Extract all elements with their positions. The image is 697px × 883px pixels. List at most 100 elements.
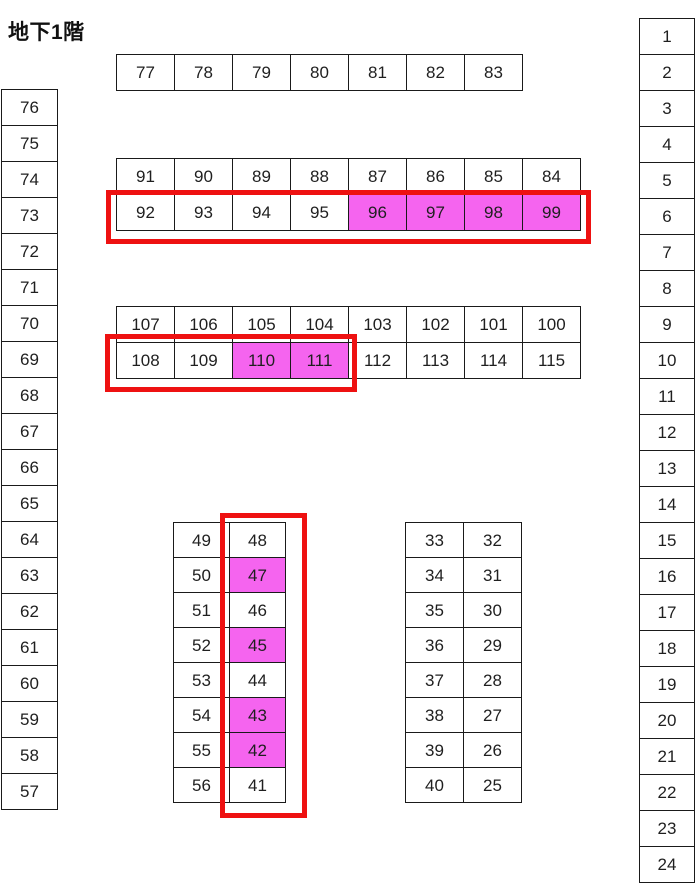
space-cell-111: 111 [291, 343, 349, 379]
space-cell-84: 84 [523, 159, 581, 195]
space-cell-34: 34 [406, 558, 464, 593]
space-cell-43: 43 [230, 698, 286, 733]
space-cell-51: 51 [174, 593, 230, 628]
space-cell-79: 79 [233, 55, 291, 91]
space-cell-61: 61 [2, 630, 58, 666]
space-cell-115: 115 [523, 343, 581, 379]
space-cell-74: 74 [2, 162, 58, 198]
space-cell-28: 28 [464, 663, 522, 698]
space-cell-37: 37 [406, 663, 464, 698]
upper-block-spaces: 91 90 89 88 87 86 85 84 92 93 94 95 96 97 98 99 [116, 158, 581, 231]
space-cell-18: 18 [640, 631, 695, 667]
space-cell-13: 13 [640, 451, 695, 487]
space-cell-69: 69 [2, 342, 58, 378]
space-cell-98: 98 [465, 195, 523, 231]
space-cell-93: 93 [175, 195, 233, 231]
space-cell-64: 64 [2, 522, 58, 558]
space-cell-109: 109 [175, 343, 233, 379]
space-cell-21: 21 [640, 739, 695, 775]
space-cell-102: 102 [407, 307, 465, 343]
bottom-right-block-spaces: 33 34 35 36 37 38 39 40 32 31 30 29 28 27 26 25 [405, 522, 522, 803]
space-cell-83: 83 [465, 55, 523, 91]
space-cell-24: 24 [640, 847, 695, 883]
space-cell-60: 60 [2, 666, 58, 702]
space-cell-57: 57 [2, 774, 58, 810]
space-cell-2: 2 [640, 55, 695, 91]
space-cell-52: 52 [174, 628, 230, 663]
space-cell-103: 103 [349, 307, 407, 343]
space-cell-7: 7 [640, 235, 695, 271]
space-cell-96: 96 [349, 195, 407, 231]
space-cell-50: 50 [174, 558, 230, 593]
space-cell-85: 85 [465, 159, 523, 195]
space-cell-89: 89 [233, 159, 291, 195]
right-column-spaces: 1 2 3 4 5 6 7 8 9 10 11 12 13 14 15 16 17 18 19 20 21 22 23 24 [639, 18, 695, 883]
space-cell-14: 14 [640, 487, 695, 523]
space-cell-59: 59 [2, 702, 58, 738]
floor-title: 地下1階 [8, 21, 85, 44]
space-cell-73: 73 [2, 198, 58, 234]
space-cell-56: 56 [174, 768, 230, 803]
space-cell-72: 72 [2, 234, 58, 270]
space-cell-78: 78 [175, 55, 233, 91]
space-cell-106: 106 [175, 307, 233, 343]
space-cell-113: 113 [407, 343, 465, 379]
space-cell-9: 9 [640, 307, 695, 343]
space-cell-46: 46 [230, 593, 286, 628]
space-cell-38: 38 [406, 698, 464, 733]
space-cell-100: 100 [523, 307, 581, 343]
space-cell-26: 26 [464, 733, 522, 768]
space-cell-17: 17 [640, 595, 695, 631]
space-cell-114: 114 [465, 343, 523, 379]
space-cell-40: 40 [406, 768, 464, 803]
space-cell-41: 41 [230, 768, 286, 803]
space-cell-71: 71 [2, 270, 58, 306]
space-cell-35: 35 [406, 593, 464, 628]
space-cell-81: 81 [349, 55, 407, 91]
space-cell-87: 87 [349, 159, 407, 195]
space-cell-77: 77 [117, 55, 175, 91]
space-cell-86: 86 [407, 159, 465, 195]
space-cell-97: 97 [407, 195, 465, 231]
space-cell-6: 6 [640, 199, 695, 235]
space-cell-95: 95 [291, 195, 349, 231]
space-cell-25: 25 [464, 768, 522, 803]
space-cell-27: 27 [464, 698, 522, 733]
space-cell-63: 63 [2, 558, 58, 594]
space-cell-104: 104 [291, 307, 349, 343]
space-cell-32: 32 [464, 523, 522, 558]
space-cell-20: 20 [640, 703, 695, 739]
space-cell-70: 70 [2, 306, 58, 342]
space-cell-1: 1 [640, 19, 695, 55]
space-cell-67: 67 [2, 414, 58, 450]
left-column-spaces: 76 75 74 73 72 71 70 69 68 67 66 65 64 63 62 61 60 59 58 57 [1, 89, 58, 810]
space-cell-80: 80 [291, 55, 349, 91]
space-cell-90: 90 [175, 159, 233, 195]
space-cell-58: 58 [2, 738, 58, 774]
space-cell-94: 94 [233, 195, 291, 231]
space-cell-4: 4 [640, 127, 695, 163]
space-cell-45: 45 [230, 628, 286, 663]
space-cell-29: 29 [464, 628, 522, 663]
space-cell-68: 68 [2, 378, 58, 414]
middle-block-spaces: 107 106 105 104 103 102 101 100 108 109 110 111 112 1… [116, 306, 581, 379]
space-cell-108: 108 [117, 343, 175, 379]
top-row-spaces: 77 78 79 80 81 82 83 [116, 54, 523, 91]
space-cell-101: 101 [465, 307, 523, 343]
space-cell-47: 47 [230, 558, 286, 593]
space-cell-15: 15 [640, 523, 695, 559]
space-cell-75: 75 [2, 126, 58, 162]
space-cell-65: 65 [2, 486, 58, 522]
space-cell-105: 105 [233, 307, 291, 343]
space-cell-82: 82 [407, 55, 465, 91]
space-cell-91: 91 [117, 159, 175, 195]
space-cell-5: 5 [640, 163, 695, 199]
space-cell-92: 92 [117, 195, 175, 231]
space-cell-53: 53 [174, 663, 230, 698]
space-cell-112: 112 [349, 343, 407, 379]
space-cell-19: 19 [640, 667, 695, 703]
space-cell-31: 31 [464, 558, 522, 593]
space-cell-55: 55 [174, 733, 230, 768]
space-cell-110: 110 [233, 343, 291, 379]
space-cell-11: 11 [640, 379, 695, 415]
